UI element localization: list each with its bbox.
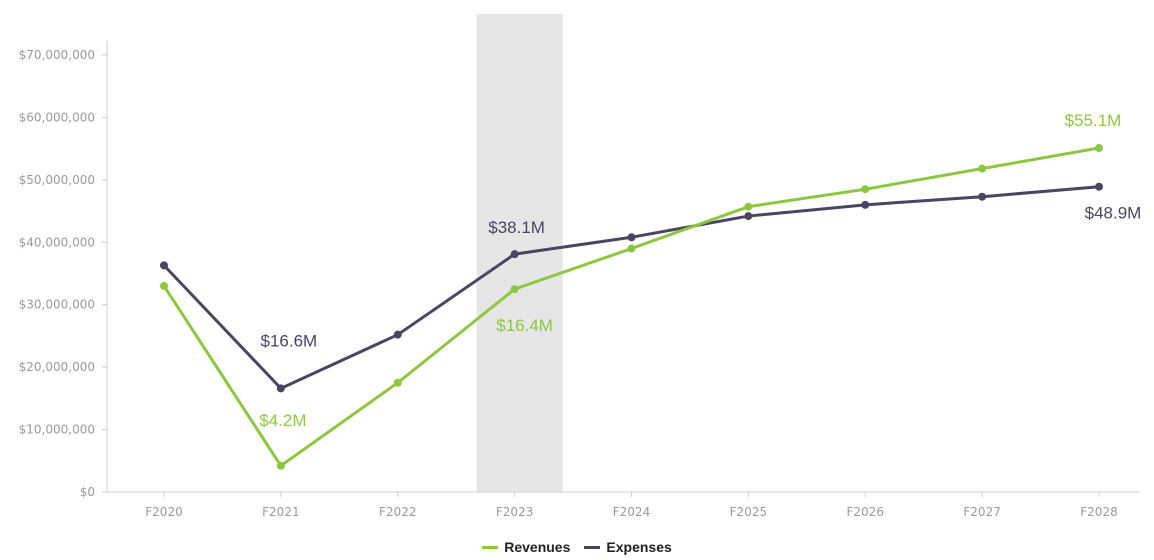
- line-chart: $0 $10,000,000 $20,000,000 $30,000,000 $40,0…: [19, 14, 1141, 519]
- x-tick-label: F2021: [262, 505, 299, 519]
- data-point-expenses: [276, 384, 285, 393]
- data-labels: $16.6M $38.1M $48.9M $4.2M $16.4M $55.1M: [259, 111, 1141, 430]
- data-label-expenses: $48.9M: [1085, 204, 1142, 223]
- x-tick-label: F2027: [963, 505, 1000, 519]
- x-tick-label: F2026: [847, 505, 884, 519]
- y-tick-label: $10,000,000: [19, 423, 95, 437]
- data-point-expenses: [627, 233, 636, 242]
- data-point-revenues: [627, 244, 636, 253]
- series-line-expenses: [162, 185, 1100, 390]
- x-tick-label: F2024: [613, 505, 650, 519]
- y-tick-label: $40,000,000: [19, 235, 95, 249]
- data-label-expenses: $38.1M: [488, 218, 545, 237]
- data-point-expenses: [393, 330, 402, 339]
- y-tick-label: $70,000,000: [19, 48, 95, 62]
- x-tick-label: F2020: [145, 505, 182, 519]
- data-point-expenses: [160, 261, 168, 270]
- x-tick-label: F2022: [379, 505, 416, 519]
- legend: Revenues Expenses: [0, 536, 1154, 558]
- y-axis: $0 $10,000,000 $20,000,000 $30,000,000 $40,0…: [19, 41, 108, 499]
- legend-item-expenses: Expenses: [584, 539, 672, 555]
- data-label-revenues: $4.2M: [259, 411, 306, 430]
- legend-swatch-expenses: [584, 545, 601, 549]
- x-tick-label: F2025: [730, 505, 767, 519]
- data-point-revenues: [861, 185, 870, 194]
- y-tick-label: $30,000,000: [19, 298, 95, 312]
- data-point-expenses: [744, 212, 753, 221]
- legend-item-revenues: Revenues: [482, 539, 570, 555]
- data-label-revenues: $55.1M: [1065, 111, 1122, 130]
- y-tick-label: $20,000,000: [19, 360, 95, 374]
- data-point-expenses: [861, 200, 870, 209]
- legend-swatch-revenues: [482, 545, 499, 549]
- data-point-revenues: [160, 281, 168, 290]
- data-point-revenues: [276, 461, 285, 470]
- x-axis: F2020 F2021 F2022 F2023 F2024 F2025 F2026 F2027…: [107, 491, 1140, 519]
- legend-label-expenses: Expenses: [606, 539, 672, 555]
- x-tick-label: F2023: [496, 505, 533, 519]
- data-point-revenues: [744, 202, 753, 211]
- data-point-expenses: [1095, 182, 1103, 191]
- series-points: [160, 144, 1103, 470]
- y-tick-label: $0: [80, 485, 95, 499]
- y-tick-label: $60,000,000: [19, 110, 95, 124]
- data-point-expenses: [978, 192, 987, 201]
- data-label-revenues: $16.4M: [496, 316, 553, 335]
- data-point-revenues: [510, 285, 519, 294]
- data-label-expenses: $16.6M: [261, 331, 318, 350]
- data-point-revenues: [393, 378, 402, 387]
- data-point-expenses: [510, 250, 519, 259]
- data-point-revenues: [1095, 144, 1103, 153]
- x-tick-label: F2028: [1080, 505, 1117, 519]
- data-point-revenues: [978, 164, 987, 173]
- y-tick-label: $50,000,000: [19, 173, 95, 187]
- legend-label-revenues: Revenues: [504, 539, 571, 555]
